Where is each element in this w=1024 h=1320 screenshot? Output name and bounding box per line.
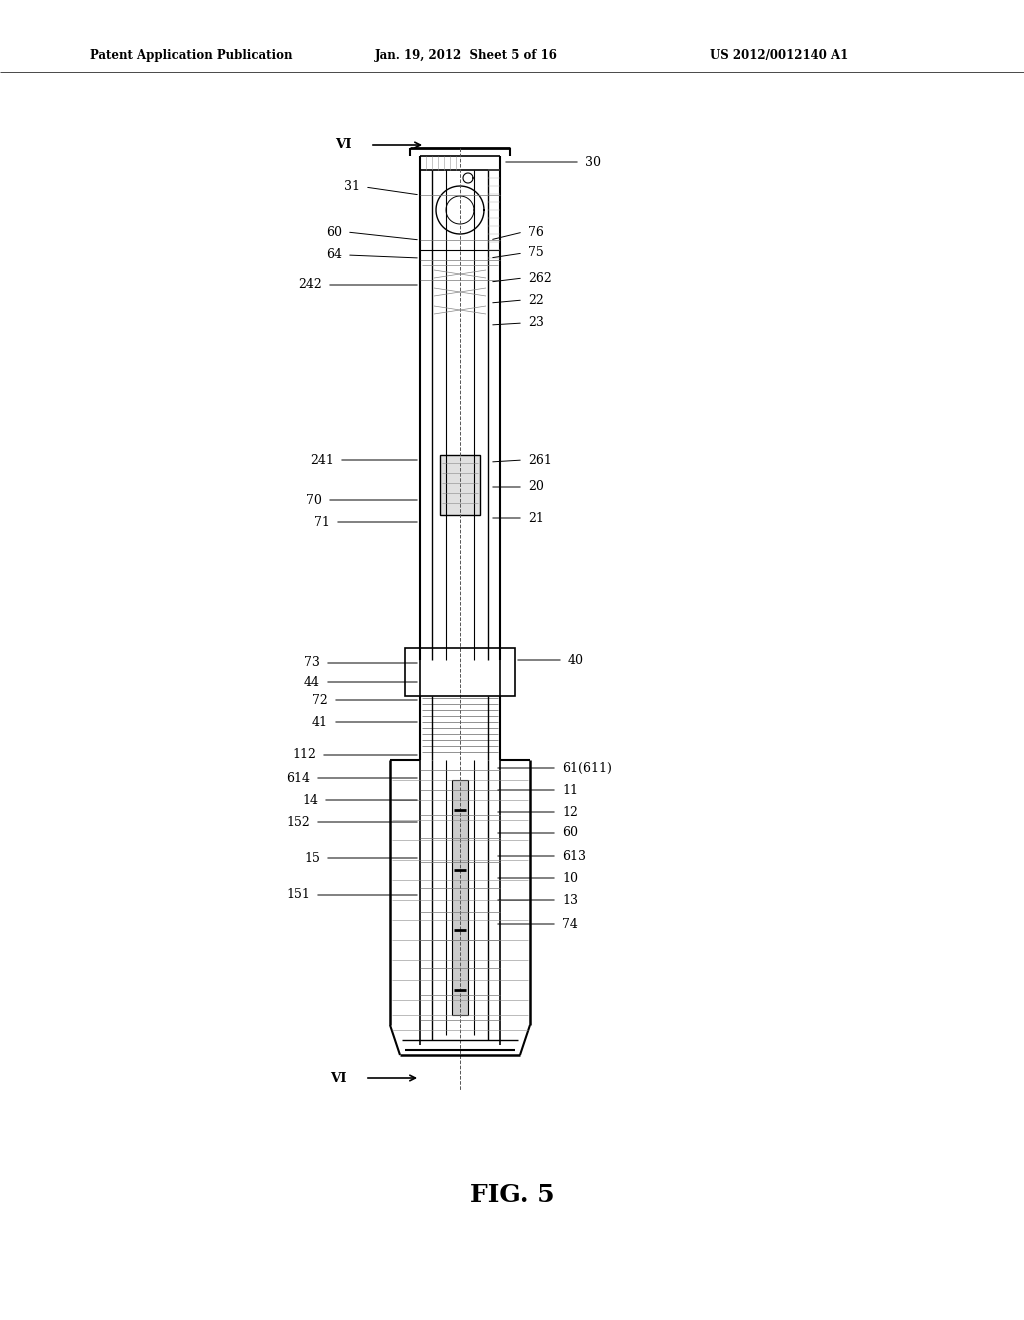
Text: 75: 75 <box>528 247 544 260</box>
Text: 261: 261 <box>528 454 552 466</box>
Text: 112: 112 <box>292 748 316 762</box>
Text: 13: 13 <box>562 894 578 907</box>
Bar <box>440 455 480 515</box>
Text: 44: 44 <box>304 676 319 689</box>
Text: 41: 41 <box>312 715 328 729</box>
Text: 614: 614 <box>286 771 310 784</box>
Text: 262: 262 <box>528 272 552 285</box>
Text: 31: 31 <box>344 181 360 194</box>
Text: US 2012/0012140 A1: US 2012/0012140 A1 <box>710 49 848 62</box>
Text: VI: VI <box>336 139 352 152</box>
Text: 73: 73 <box>304 656 319 669</box>
Text: 21: 21 <box>528 511 544 524</box>
Bar <box>452 780 468 1015</box>
Text: 23: 23 <box>528 317 544 330</box>
Text: 14: 14 <box>302 793 318 807</box>
Text: 76: 76 <box>528 226 544 239</box>
Text: 61(611): 61(611) <box>562 762 612 775</box>
Bar <box>500 648 515 696</box>
Text: 40: 40 <box>568 653 584 667</box>
Text: 72: 72 <box>312 693 328 706</box>
Text: Jan. 19, 2012  Sheet 5 of 16: Jan. 19, 2012 Sheet 5 of 16 <box>375 49 558 62</box>
Text: 74: 74 <box>562 917 578 931</box>
Text: 70: 70 <box>306 494 322 507</box>
Text: Patent Application Publication: Patent Application Publication <box>90 49 293 62</box>
Text: 71: 71 <box>314 516 330 528</box>
Bar <box>406 648 420 696</box>
Text: 64: 64 <box>326 248 342 261</box>
Text: 15: 15 <box>304 851 319 865</box>
Text: 11: 11 <box>562 784 578 796</box>
Text: 242: 242 <box>298 279 322 292</box>
Text: 22: 22 <box>528 293 544 306</box>
Text: 241: 241 <box>310 454 334 466</box>
Text: 60: 60 <box>562 826 578 840</box>
Text: VI: VI <box>331 1072 347 1085</box>
Text: 151: 151 <box>286 888 310 902</box>
Text: 12: 12 <box>562 805 578 818</box>
Text: 20: 20 <box>528 480 544 494</box>
Text: 10: 10 <box>562 871 578 884</box>
Text: 613: 613 <box>562 850 586 862</box>
Text: 30: 30 <box>585 156 601 169</box>
Text: FIG. 5: FIG. 5 <box>470 1183 554 1206</box>
Text: 60: 60 <box>326 226 342 239</box>
Text: 152: 152 <box>287 816 310 829</box>
